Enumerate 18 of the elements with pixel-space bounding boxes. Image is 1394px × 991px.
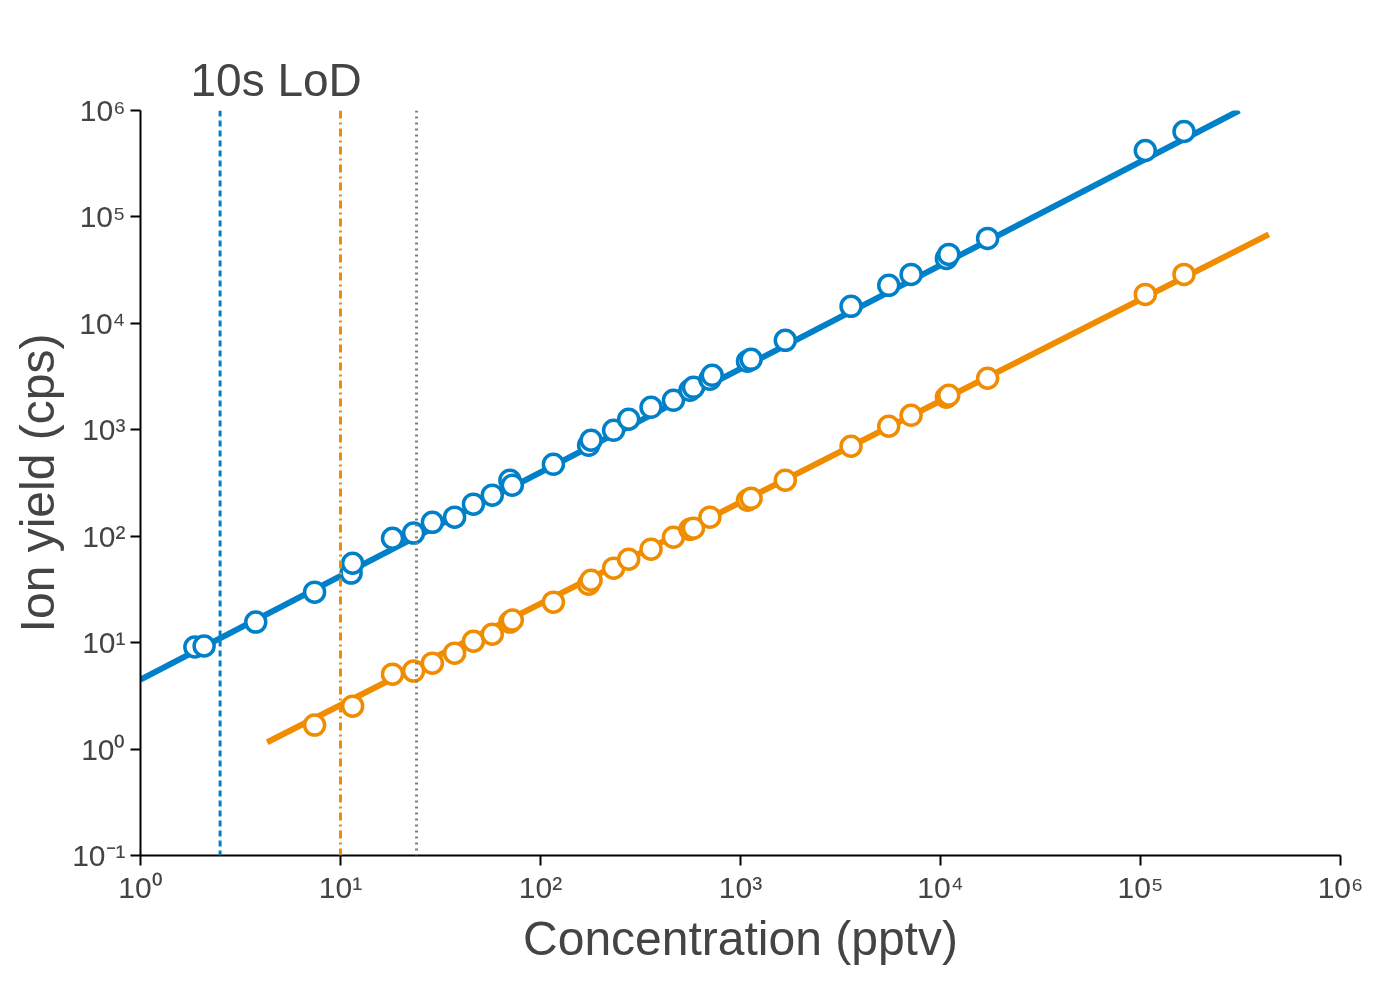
x-tick-label: 10³ [718,870,763,904]
x-tick-label: 10¹ [318,870,363,904]
x-tick-label: 10⁶ [1317,870,1364,904]
x-tick-label: 10² [518,870,563,904]
x-axis-title: Concentration (pptv) [523,911,958,965]
y-tick-label: 10¹ [82,626,126,660]
y-axis-title: Ion yield (cps) [11,333,65,633]
y-tick-label: 10³ [82,413,126,447]
text: 10s LoD [190,53,362,106]
y-tick-label: 10⁻¹ [72,839,126,872]
y-tick-label: 10⁴ [79,306,126,340]
y-tick-label: 10⁵ [79,200,126,234]
x-tick-label: 10⁰ [118,870,163,904]
x-tick-label: 10⁵ [1117,870,1164,904]
y-tick-label: 10⁰ [81,732,126,766]
y-tick-label: 10² [82,519,126,553]
y-tick-label: 10⁶ [79,94,126,127]
x-tick-label: 10⁴ [917,870,964,904]
